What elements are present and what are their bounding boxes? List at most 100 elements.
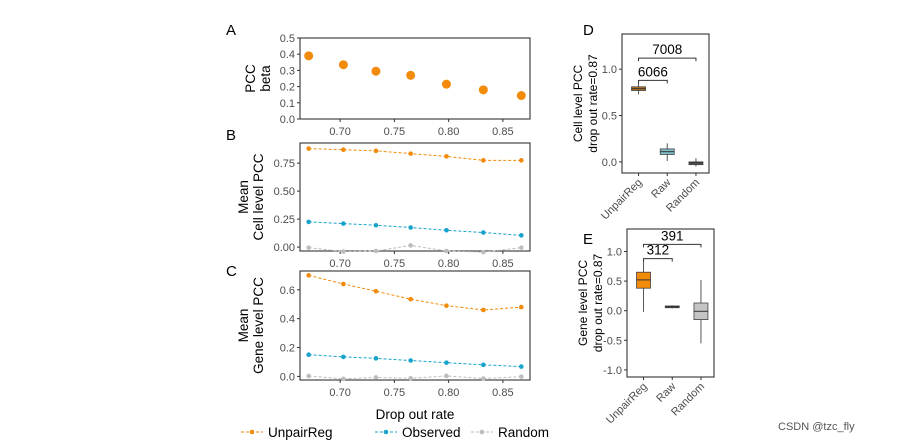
- data-point: [444, 360, 449, 365]
- y-tick-label: 0.5: [607, 276, 622, 288]
- panel-B: B 0.00 0.25 0.50 0.75 MeanCell level PCC 0.70 0…: [226, 127, 531, 270]
- y-axis-label-line: Mean: [236, 309, 251, 343]
- x-tick-label: UnpairReg: [599, 177, 645, 223]
- data-point: [341, 354, 346, 360]
- x-tick-label: Raw: [649, 177, 673, 201]
- x-tick-label: 0.85: [492, 126, 513, 138]
- significance-bracket: [643, 258, 673, 262]
- y-tick-label: 0.4: [280, 49, 295, 61]
- legend-marker: [383, 429, 389, 435]
- panel-A: A 0.0 0.1 0.2 0.3 0.4 0.5 PCCbeta 0.70 0.75 0.80 0.…: [226, 22, 531, 138]
- data-point: [481, 230, 486, 235]
- y-axis-label-line: Mean: [236, 180, 251, 214]
- y-axis-label-line: Gene level PCC: [251, 277, 266, 374]
- data-point: [519, 374, 524, 379]
- series-line-random: [308, 375, 522, 380]
- y-tick-label: 0.75: [274, 158, 295, 170]
- data-point: [373, 248, 379, 254]
- legend-label: Observed: [402, 425, 461, 440]
- data-point: [444, 248, 449, 254]
- legend-label: UnpairReg: [268, 425, 333, 440]
- legend-marker: [249, 429, 255, 435]
- panel-label: C: [226, 263, 237, 280]
- data-point: [306, 273, 311, 278]
- legend-label: Random: [498, 425, 549, 440]
- data-point: [371, 66, 381, 76]
- y-tick-label: 0.1: [280, 98, 295, 110]
- x-tick-label: 0.85: [492, 258, 513, 270]
- data-point: [341, 376, 346, 382]
- x-axis-label: Drop out rate: [376, 407, 455, 422]
- legend-marker: [479, 429, 485, 435]
- y-tick-label: 0.0: [607, 306, 622, 318]
- data-point: [408, 151, 413, 156]
- y-tick-label: 0.0: [280, 371, 295, 383]
- plot-border: [621, 33, 710, 174]
- data-point: [408, 243, 413, 248]
- x-tick-label: 0.70: [329, 126, 350, 138]
- data-point: [519, 158, 524, 163]
- x-tick-label: 0.85: [492, 387, 513, 399]
- y-tick-label: 1.0: [607, 246, 622, 258]
- legend: UnpairReg Observed Random: [241, 425, 549, 440]
- significance-bracket: [638, 57, 697, 62]
- y-tick-label: 0.4: [280, 314, 295, 326]
- y-tick-label: 0.0: [280, 114, 295, 126]
- data-point: [406, 70, 416, 80]
- y-axis-label-line: beta: [258, 65, 273, 92]
- data-point: [341, 221, 346, 226]
- y-axis-label-line: drop out rate=0.87: [591, 253, 605, 352]
- y-tick-label: 0.2: [280, 82, 295, 94]
- x-tick-label: 0.80: [438, 387, 459, 399]
- data-point: [408, 375, 413, 381]
- data-point: [373, 222, 379, 228]
- data-point: [373, 356, 379, 361]
- data-point: [341, 249, 346, 254]
- y-tick-label: 0.5: [280, 33, 295, 45]
- data-point: [341, 147, 346, 153]
- y-tick-label: 0.2: [280, 343, 295, 355]
- panel-label: B: [226, 127, 236, 144]
- plot-border: [626, 228, 715, 378]
- significance-label: 312: [647, 243, 670, 258]
- data-point: [306, 373, 311, 379]
- y-tick-label: 0.00: [274, 242, 295, 254]
- data-point: [481, 249, 486, 255]
- data-point: [444, 227, 449, 233]
- significance-label: 391: [661, 228, 684, 243]
- y-axis-label: MeanCell level PCC: [236, 153, 266, 240]
- x-tick-label: Raw: [654, 381, 678, 405]
- y-axis-label: Gene level PCCdrop out rate=0.87: [576, 253, 605, 352]
- series-line-observed: [308, 221, 522, 236]
- panel-label: A: [226, 22, 236, 39]
- y-tick-label: 0.0: [602, 157, 617, 169]
- data-point: [408, 358, 413, 363]
- significance-label: 7008: [652, 42, 682, 57]
- plot-border: [299, 37, 531, 120]
- panel-label: D: [583, 22, 594, 39]
- data-point: [481, 307, 486, 313]
- x-tick-label: 0.70: [329, 387, 350, 399]
- data-point: [481, 376, 486, 381]
- data-point: [481, 362, 486, 368]
- data-point: [341, 281, 346, 287]
- x-tick-label: 0.80: [438, 126, 459, 138]
- data-point: [519, 245, 524, 250]
- data-point: [373, 288, 379, 294]
- plot-border: [299, 270, 531, 381]
- series-line-unpairreg: [308, 148, 522, 161]
- y-axis-label: PCCbeta: [243, 64, 273, 93]
- data-point: [304, 51, 314, 61]
- data-point: [519, 304, 524, 310]
- y-tick-label: 0.6: [280, 285, 295, 297]
- significance-bracket: [643, 243, 702, 248]
- y-tick-label: -1.0: [603, 365, 622, 377]
- data-point: [481, 158, 486, 163]
- x-tick-label: 0.75: [384, 258, 405, 270]
- series-line-observed: [308, 354, 522, 368]
- data-point: [306, 352, 311, 358]
- y-axis-label-line: drop out rate=0.87: [586, 54, 600, 153]
